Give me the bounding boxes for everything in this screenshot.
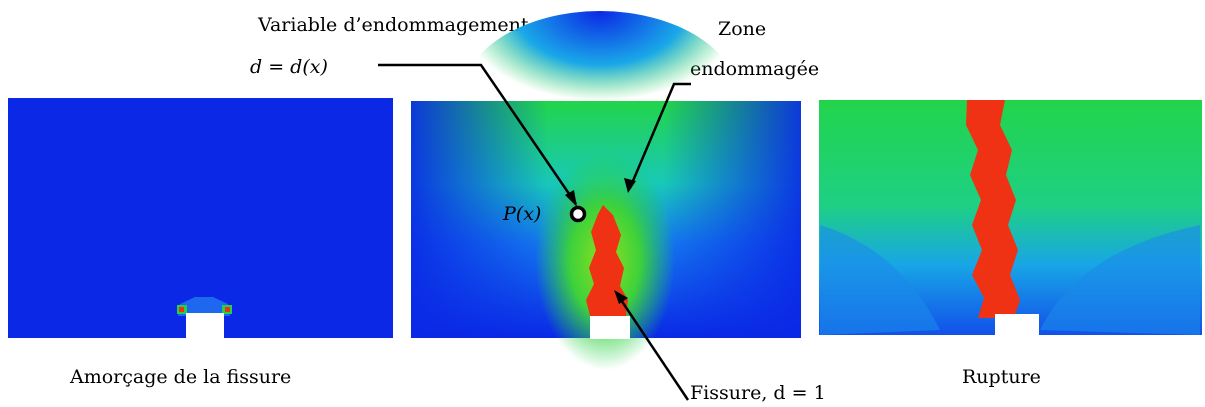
panel-damaged-zone — [411, 11, 801, 370]
crack-label: Fissure, d = 1 — [690, 382, 826, 404]
damage-variable-arrow — [378, 63, 578, 207]
damage-variable-label: Variable d’endommagement, — [258, 14, 535, 36]
panel-initiation — [8, 98, 393, 339]
caption-initiation: Amorçage de la fissure — [70, 366, 292, 388]
damaged-zone-label-line1: Zone — [718, 18, 767, 40]
crack-arrow — [614, 290, 690, 401]
damage-variable-formula: d = d(x) — [250, 56, 328, 78]
point-label: P(x) — [503, 203, 542, 225]
damaged-zone-arrow — [624, 82, 691, 193]
notch-damaged-zone — [590, 316, 630, 339]
caption-rupture: Rupture — [962, 366, 1041, 388]
point-marker — [569, 205, 587, 223]
notch-rupture — [995, 314, 1039, 336]
panel-rupture — [819, 100, 1202, 336]
notch-initiation — [186, 313, 224, 339]
